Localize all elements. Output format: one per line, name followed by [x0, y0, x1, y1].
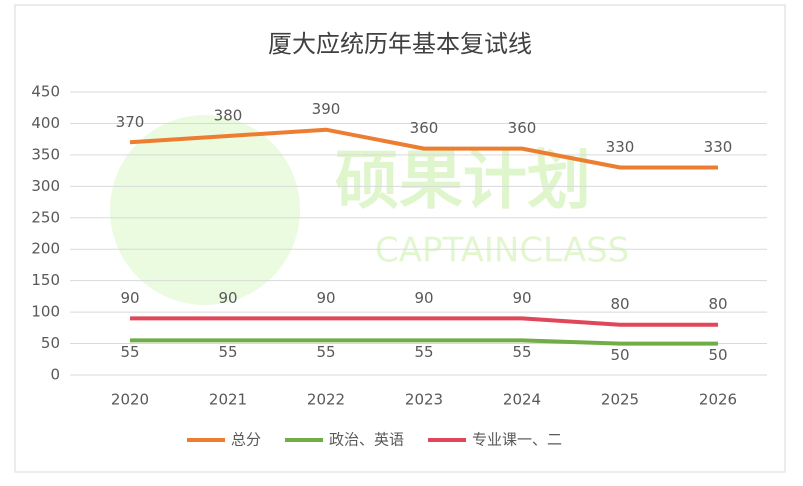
y-tick-label: 300	[31, 177, 60, 195]
data-label: 55	[120, 343, 139, 361]
y-tick-label: 0	[50, 366, 60, 384]
legend: 总分 政治、英语 专业课一、二	[187, 431, 562, 449]
data-label: 80	[708, 295, 727, 313]
y-tick-label: 350	[31, 145, 60, 163]
data-label: 390	[312, 100, 341, 118]
data-label: 330	[606, 138, 635, 156]
data-label: 330	[704, 138, 733, 156]
data-label: 90	[414, 289, 433, 307]
series-line	[129, 127, 718, 170]
y-tick-label: 150	[31, 271, 60, 289]
x-tick-label: 2023	[405, 391, 443, 409]
data-label: 90	[218, 289, 237, 307]
data-label: 360	[508, 119, 537, 137]
y-tick-label: 450	[31, 83, 60, 101]
data-label: 50	[610, 346, 629, 364]
data-label: 370	[116, 113, 145, 131]
watermark-logo	[110, 115, 300, 305]
series-line	[130, 316, 718, 327]
y-tick-label: 200	[31, 240, 60, 258]
x-tick-label: 2020	[111, 391, 149, 409]
y-tick-label: 250	[31, 208, 60, 226]
data-label: 90	[120, 289, 139, 307]
x-tick-label: 2026	[699, 391, 737, 409]
legend-label: 专业课一、二	[472, 431, 562, 449]
data-label: 90	[316, 289, 335, 307]
x-tick-label: 2022	[307, 391, 345, 409]
y-tick-label: 400	[31, 114, 60, 132]
data-label: 55	[512, 343, 531, 361]
y-tick-label: 100	[31, 303, 60, 321]
watermark-text: 硕果计划	[335, 145, 591, 219]
data-label: 55	[414, 343, 433, 361]
data-label: 80	[610, 295, 629, 313]
x-tick-label: 2025	[601, 391, 639, 409]
y-tick-label: 50	[41, 334, 60, 352]
data-label: 380	[214, 107, 243, 125]
data-label: 90	[512, 289, 531, 307]
data-label: 55	[218, 343, 237, 361]
data-label: 55	[316, 343, 335, 361]
legend-label: 总分	[231, 431, 261, 449]
watermark-text: CAPTAINCLASS	[375, 231, 629, 271]
x-tick-label: 2024	[503, 391, 541, 409]
data-label: 50	[708, 346, 727, 364]
x-tick-label: 2021	[209, 391, 247, 409]
data-label: 360	[410, 119, 439, 137]
chart-title: 厦大应统历年基本复试线	[268, 30, 532, 58]
legend-label: 政治、英语	[329, 431, 404, 449]
series-line	[130, 338, 718, 346]
